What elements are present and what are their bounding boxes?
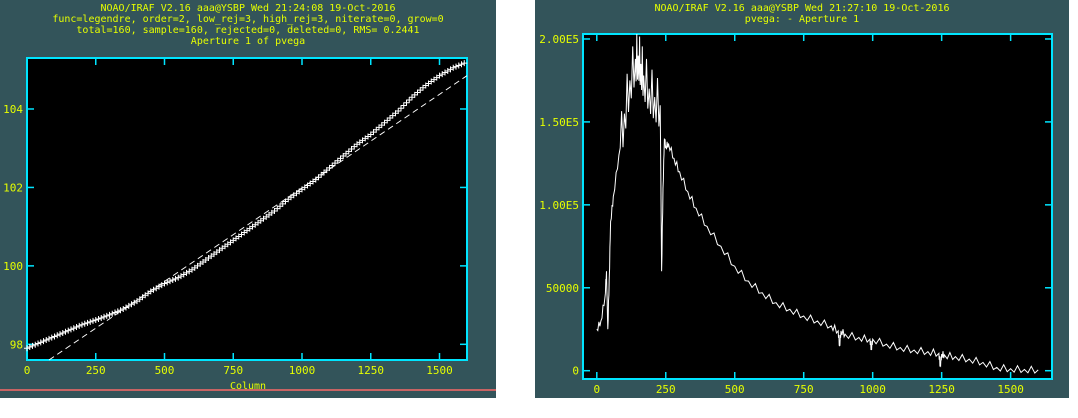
x-tick-label: 1250 <box>358 364 385 377</box>
left-header-line-2: func=legendre, order=2, low_rej=3, high_… <box>52 14 444 25</box>
data-point <box>403 99 410 106</box>
data-point <box>35 340 41 347</box>
data-point <box>73 324 80 331</box>
y-tick-label: 1.00E5 <box>539 199 579 212</box>
left-header-line-3: total=160, sample=160, rejected=0, delet… <box>76 25 420 36</box>
data-point <box>40 338 47 345</box>
y-tick-label: 102 <box>3 181 23 194</box>
left-header-line-4: Aperture 1 of pvega <box>190 36 306 47</box>
x-tick-label: 500 <box>725 383 745 396</box>
x-tick-label: 500 <box>155 364 175 377</box>
data-point <box>46 335 52 342</box>
data-point <box>95 315 102 322</box>
data-point <box>461 60 468 67</box>
x-tick-label: 0 <box>24 364 31 377</box>
data-point <box>59 329 66 336</box>
data-point <box>68 326 74 333</box>
data-point <box>29 342 36 349</box>
x-tick-label: 750 <box>223 364 243 377</box>
plot-frame <box>26 57 468 361</box>
data-point <box>98 314 105 321</box>
data-point <box>450 64 457 71</box>
data-point <box>400 102 407 109</box>
data-point <box>114 308 121 315</box>
x-axis-title: Column <box>229 381 267 392</box>
data-point <box>101 313 107 320</box>
data-point <box>398 105 404 112</box>
data-point <box>453 63 459 70</box>
y-tick-label: 50000 <box>546 282 579 295</box>
left-header-line-1: NOAO/IRAF V2.16 aaa@YSBP Wed 21:24:08 19… <box>100 3 396 14</box>
data-point <box>76 322 83 329</box>
data-point <box>84 319 91 326</box>
data-point <box>395 107 402 114</box>
left-chart: 0 250 500 750 1000 1250 1500 98 100 102 104 <box>3 57 468 377</box>
data-point <box>117 307 124 314</box>
right-plot-window: NOAO/IRAF V2.16 aaa@YSBP Wed 21:27:10 19… <box>535 0 1069 398</box>
data-point <box>92 316 99 323</box>
x-tick-label: 1500 <box>997 383 1024 396</box>
plot-frame <box>582 33 1053 380</box>
y-tick-label: 98 <box>10 338 23 351</box>
x-tick-label: 1500 <box>426 364 453 377</box>
spectrum-trace <box>596 33 1039 374</box>
data-point <box>57 331 63 338</box>
x-tick-label: 750 <box>794 383 814 396</box>
data-point <box>103 312 110 319</box>
data-point <box>81 320 88 327</box>
y-tick-label: 0 <box>572 365 579 378</box>
data-point <box>70 325 77 332</box>
data-point <box>48 334 55 341</box>
data-point <box>37 339 44 346</box>
data-point <box>169 276 176 283</box>
fit-line <box>48 75 468 361</box>
data-point <box>26 344 33 351</box>
x-tick-label: 1250 <box>928 383 955 396</box>
data-point <box>32 341 39 348</box>
data-point <box>79 321 85 328</box>
data-point <box>406 96 413 103</box>
x-tick-label: 250 <box>86 364 106 377</box>
right-chart: 0 250 500 750 1000 1250 1500 0 50000 1.00E5 1.50E5… <box>539 33 1053 396</box>
y-tick-label: 100 <box>3 260 23 273</box>
data-point <box>62 328 69 335</box>
left-plot-window: NOAO/IRAF V2.16 aaa@YSBP Wed 21:24:08 19… <box>0 0 496 398</box>
right-header-line-2: pvega: - Aperture 1 <box>744 14 860 25</box>
data-point <box>458 61 465 68</box>
data-point <box>43 336 50 343</box>
data-point <box>109 310 116 317</box>
x-tick-label: 1000 <box>289 364 316 377</box>
data-point <box>90 317 96 324</box>
data-point <box>167 278 173 285</box>
y-tick-label: 2.00E5 <box>539 33 579 46</box>
x-tick-label: 250 <box>656 383 676 396</box>
data-point <box>65 327 72 334</box>
data-point <box>172 275 179 282</box>
data-point <box>24 345 30 352</box>
data-point <box>106 311 113 318</box>
data-point <box>164 279 171 286</box>
data-point <box>51 333 58 340</box>
data-point <box>112 309 118 316</box>
data-point <box>54 332 61 339</box>
bottom-divider <box>0 389 496 391</box>
y-tick-label: 104 <box>3 103 23 116</box>
data-point <box>87 318 94 325</box>
x-tick-label: 0 <box>593 383 600 396</box>
y-tick-label: 1.50E5 <box>539 116 579 129</box>
right-header-line-1: NOAO/IRAF V2.16 aaa@YSBP Wed 21:27:10 19… <box>654 3 950 14</box>
data-point <box>455 62 462 69</box>
x-tick-label: 1000 <box>859 383 886 396</box>
data-point <box>161 280 168 287</box>
